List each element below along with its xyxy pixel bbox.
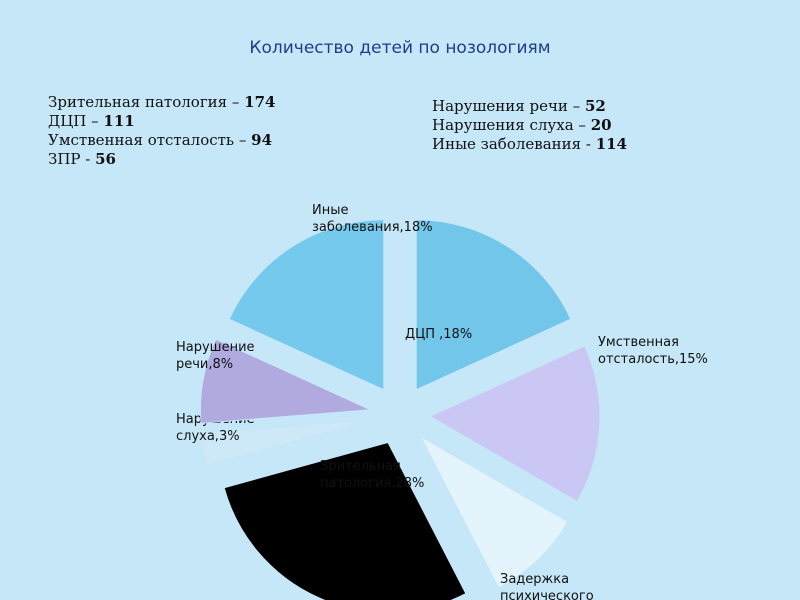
slice-label: Нарушение речи,8% <box>176 340 255 372</box>
counts-list-right: Нарушения речи – 52 Нарушения слуха – 20… <box>432 97 627 154</box>
count-item: Нарушения речи – 52 <box>432 97 606 115</box>
count-item: ДЦП – 111 <box>48 112 135 130</box>
count-item: Умственная отсталость – 94 <box>48 131 273 149</box>
slice-label: Умственная отсталость,15% <box>598 335 708 367</box>
pie-slice <box>199 338 373 424</box>
count-item: ЗПР - 56 <box>48 150 116 168</box>
count-item: Зрительная патология – 174 <box>48 93 276 111</box>
pie-slice <box>419 435 569 589</box>
slice-label: Иные заболевания,18% <box>312 203 433 235</box>
page-title: Количество детей по нозологиям <box>249 38 551 58</box>
counts-list-left: Зрительная патология – 174 ДЦП – 111 Умс… <box>48 93 275 169</box>
slice-label: ДЦП ,18% <box>405 327 472 342</box>
slice-label: Задержка психического <box>500 572 594 600</box>
count-item: Нарушения слуха – 20 <box>432 116 612 134</box>
pie-slice <box>428 345 601 503</box>
slice-label: Зрительная патология,28% <box>320 459 424 491</box>
count-item: Иные заболевания - 114 <box>432 135 628 153</box>
pie-slice <box>200 419 371 467</box>
pie-slice <box>415 219 572 391</box>
pie-slice <box>223 441 467 600</box>
pie-slice <box>228 219 385 391</box>
